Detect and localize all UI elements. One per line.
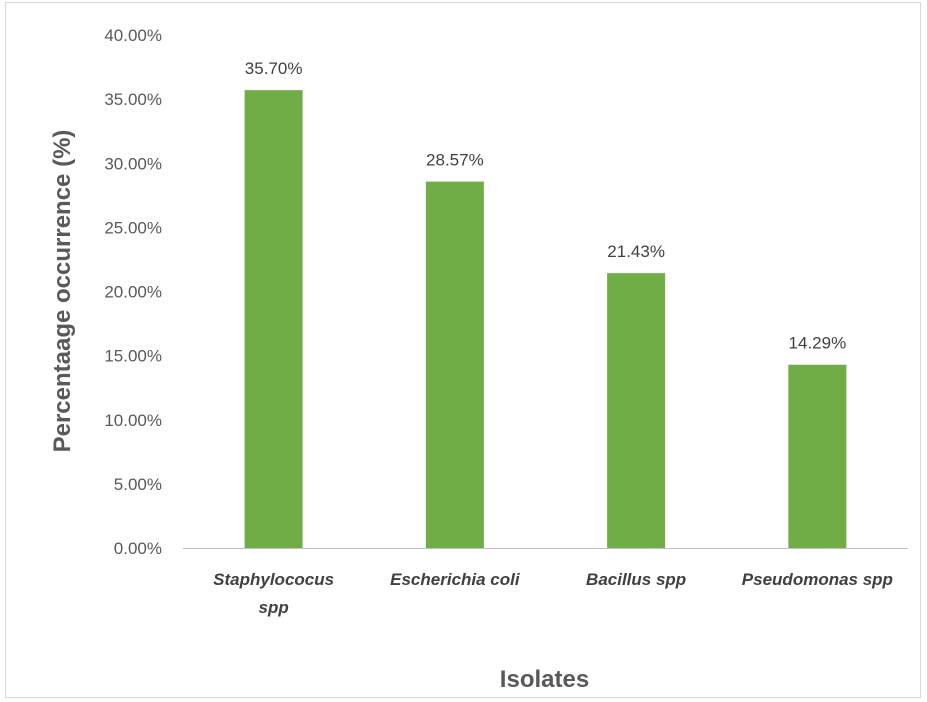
category-label: Bacillus spp: [586, 570, 686, 589]
category-label: Pseudomonas spp: [742, 570, 893, 589]
y-axis-title: Percentaage occurrence (%): [49, 130, 76, 453]
y-tick-label: 40.00%: [104, 26, 162, 45]
bar: [425, 181, 484, 548]
y-tick-label: 0.00%: [114, 539, 162, 558]
category-label: Staphylococus: [213, 570, 334, 589]
category-label: spp: [259, 598, 289, 617]
x-axis-title: Isolates: [500, 666, 589, 693]
category-label: Escherichia coli: [390, 570, 521, 589]
y-tick-labels: 0.00% 5.00% 10.00% 15.00% 20.00% 25.00% 30.00%…: [104, 26, 162, 558]
bar: [607, 273, 666, 548]
y-tick-label: 25.00%: [104, 218, 162, 237]
y-tick-label: 30.00%: [104, 154, 162, 173]
category-labels: Staphylococus spp Escherichia coli Bacillus…: [213, 570, 893, 617]
data-label: 35.70%: [245, 59, 303, 78]
bar: [244, 90, 303, 549]
data-label: 28.57%: [426, 151, 484, 170]
y-tick-label: 5.00%: [114, 475, 162, 494]
bar: [788, 364, 847, 548]
bars: [244, 90, 847, 549]
data-labels: 35.70% 28.57% 21.43% 14.29%: [245, 59, 846, 353]
y-tick-label: 35.00%: [104, 90, 162, 109]
y-tick-label: 15.00%: [104, 347, 162, 366]
data-label: 14.29%: [789, 334, 847, 353]
data-label: 21.43%: [607, 242, 665, 261]
y-tick-label: 20.00%: [104, 283, 162, 302]
y-tick-label: 10.00%: [104, 411, 162, 430]
